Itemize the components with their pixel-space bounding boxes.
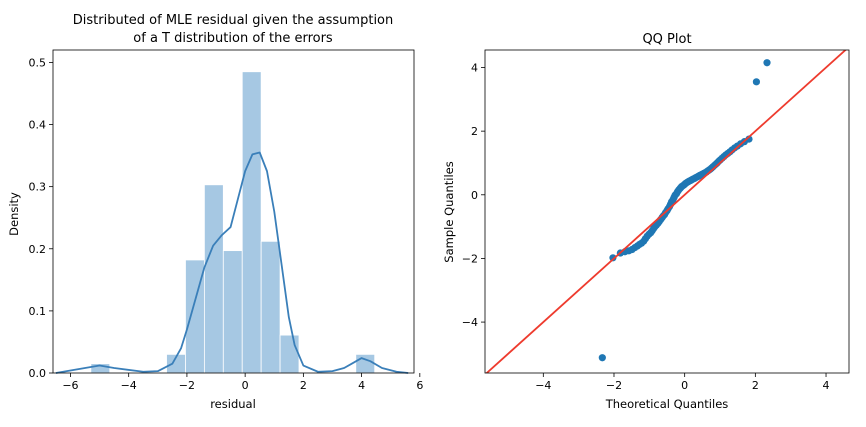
qq-plot-area: −4 −2 0 2 4 −4 −2 0 2 4 [462,49,850,392]
qq-x-tick-label: −2 [606,379,622,392]
qq-axes-frame [484,49,850,374]
qq-y-axis-label: Sample Quantiles [442,161,456,262]
histogram-panel: −6 −4 −2 0 2 4 6 0.0 0.1 0.2 0.3 0.4 0.5 Distributed… [7,13,423,411]
qq-y-tick-label: −2 [462,252,478,265]
histogram-title-line-1: Distributed of MLE residual given the as… [73,13,394,28]
histogram-x-tick-label: −4 [121,379,137,392]
histogram-bar [241,71,262,374]
histogram-bar [203,184,224,374]
histogram-x-tick-label: −6 [62,379,78,392]
histogram-plot-area: −6 −4 −2 0 2 4 6 0.0 0.1 0.2 0.3 0.4 0.5 [29,49,423,392]
qq-data-point [598,354,606,362]
qq-y-tick-label: 2 [471,125,478,138]
histogram-y-tick-label: 0.1 [29,305,47,318]
histogram-x-axis-label: residual [210,397,256,411]
qq-data-point [763,59,771,67]
histogram-x-tick-label: −2 [179,379,195,392]
kde-density-curve [55,151,409,374]
qq-x-tick-label: 0 [681,379,688,392]
qq-y-tick-label: −4 [462,316,478,329]
qq-x-tick-label: −4 [535,379,551,392]
histogram-bar [279,334,300,374]
histogram-x-tick-label: 4 [358,379,365,392]
qq-x-tick-label: 4 [823,379,830,392]
qq-x-axis-label: Theoretical Quantiles [605,397,729,411]
histogram-bar [260,240,281,374]
qq-reference-line [485,50,847,373]
qq-y-tick-label: 0 [471,189,478,202]
histogram-y-axis-label: Density [7,192,21,236]
qq-data-point [752,78,761,86]
histogram-y-tick-label: 0.3 [29,181,47,194]
histogram-title-line-2: of a T distribution of the errors [133,31,333,46]
qq-plot-title: QQ Plot [642,32,691,47]
histogram-y-tick-label: 0.5 [29,56,47,69]
histogram-y-tick-label: 0.4 [29,119,47,132]
qq-y-tick-label: 4 [471,62,478,75]
histogram-bar [222,250,243,374]
histogram-x-tick-label: 0 [242,379,249,392]
histogram-x-tick-label: 6 [416,379,423,392]
qq-plot-panel: −4 −2 0 2 4 −4 −2 0 2 4 QQ Plot Theoretical Quant… [442,32,850,411]
histogram-y-tick-label: 0.2 [29,243,47,256]
qq-x-tick-label: 2 [752,379,759,392]
histogram-y-tick-label: 0.0 [29,367,47,380]
histogram-x-tick-label: 2 [300,379,307,392]
histogram-bar [355,353,376,374]
histogram-axes-frame [52,49,415,374]
qq-data-point [609,254,617,262]
